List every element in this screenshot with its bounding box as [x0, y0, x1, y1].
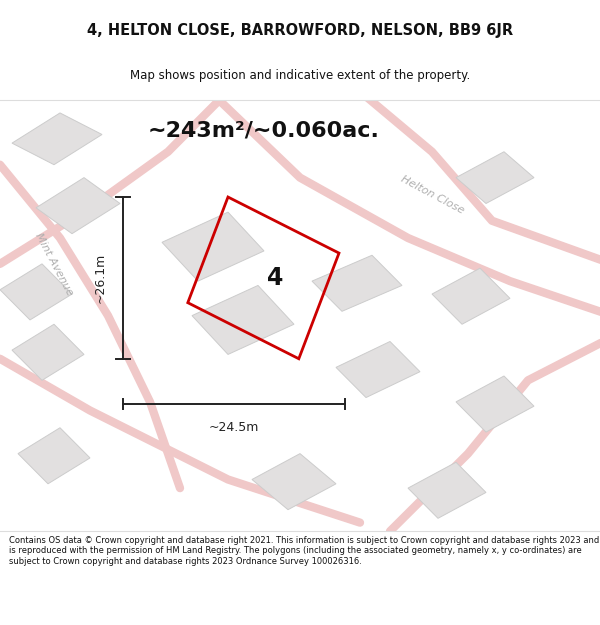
Polygon shape: [12, 324, 84, 380]
Polygon shape: [336, 341, 420, 398]
Polygon shape: [36, 177, 120, 234]
Text: 4: 4: [267, 266, 284, 290]
Text: Helton Close: Helton Close: [398, 174, 466, 216]
Text: ~243m²/~0.060ac.: ~243m²/~0.060ac.: [148, 120, 380, 140]
Text: Map shows position and indicative extent of the property.: Map shows position and indicative extent…: [130, 69, 470, 81]
Polygon shape: [456, 376, 534, 432]
Polygon shape: [0, 264, 72, 320]
Polygon shape: [18, 428, 90, 484]
Polygon shape: [192, 286, 294, 354]
Polygon shape: [456, 152, 534, 204]
Text: 4, HELTON CLOSE, BARROWFORD, NELSON, BB9 6JR: 4, HELTON CLOSE, BARROWFORD, NELSON, BB9…: [87, 22, 513, 38]
Text: ~24.5m: ~24.5m: [209, 421, 259, 434]
Text: Contains OS data © Crown copyright and database right 2021. This information is : Contains OS data © Crown copyright and d…: [9, 536, 599, 566]
Polygon shape: [312, 255, 402, 311]
Polygon shape: [252, 454, 336, 510]
Text: Mint Avenue: Mint Avenue: [33, 231, 75, 297]
Polygon shape: [432, 268, 510, 324]
Polygon shape: [12, 113, 102, 164]
Polygon shape: [408, 462, 486, 518]
Polygon shape: [162, 212, 264, 281]
Text: ~26.1m: ~26.1m: [94, 253, 107, 303]
